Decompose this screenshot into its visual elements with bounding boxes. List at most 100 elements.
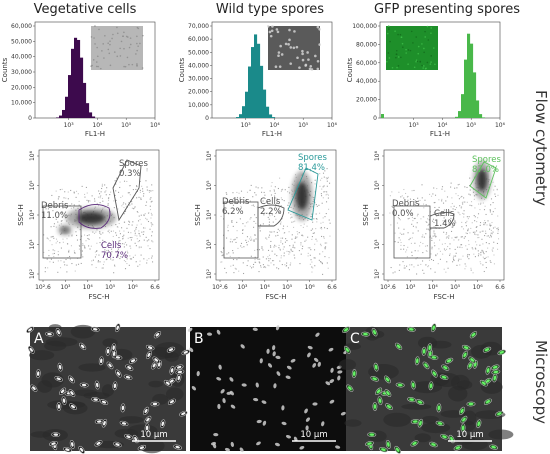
- scatter-point: [47, 208, 49, 210]
- scatter-point: [291, 234, 293, 236]
- scatter-point: [226, 237, 228, 239]
- microscopy-cell: [274, 442, 280, 447]
- gfp-glow: [395, 343, 402, 350]
- scatter-point: [485, 267, 487, 269]
- scatter-point: [95, 250, 98, 252]
- scatter-point: [230, 265, 232, 267]
- scatter-point: [480, 252, 482, 254]
- scatter-point: [433, 230, 435, 232]
- scatter-point: [417, 213, 419, 215]
- scatter-point: [279, 260, 281, 262]
- cell-spore: [29, 347, 33, 352]
- scatter-point: [496, 188, 498, 190]
- microscopy-cell: [461, 350, 468, 360]
- scatter-point: [307, 252, 309, 254]
- scatter-x-tick-label: 6.6: [150, 284, 160, 291]
- scatter-point: [457, 184, 459, 186]
- histogram-y-tick-label: 40,000: [356, 78, 377, 85]
- scatter-point: [467, 230, 469, 232]
- scatter-point: [294, 241, 296, 244]
- scatter-point: [287, 204, 289, 206]
- scatter-point: [484, 230, 487, 232]
- microscopy-cell: [384, 375, 391, 384]
- scatter-point: [289, 191, 291, 194]
- scatter-point: [123, 259, 125, 262]
- inset-particle: [427, 39, 430, 41]
- scatter-point: [143, 239, 145, 241]
- microscopy-cell: [217, 403, 221, 410]
- cell-spore: [491, 445, 496, 449]
- scatter-point: [75, 190, 78, 192]
- inset-particle: [409, 49, 412, 52]
- scatter-point: [464, 236, 466, 238]
- scatter-point: [306, 225, 308, 227]
- scatter-point: [403, 244, 405, 247]
- scatter-point: [146, 219, 148, 221]
- scatter-point: [311, 271, 313, 273]
- inset-particle: [314, 54, 317, 58]
- inset-particle: [268, 30, 272, 34]
- spore-dot: [274, 442, 280, 447]
- cell-spore: [463, 352, 467, 358]
- gfp-glow: [436, 404, 441, 412]
- cell-spore: [387, 404, 391, 409]
- histogram-bar: [62, 109, 66, 118]
- scatter-point: [281, 263, 283, 266]
- scatter-point: [148, 212, 150, 214]
- scatter-point: [470, 267, 472, 269]
- scatter-point: [427, 228, 429, 230]
- scatter-point: [109, 255, 111, 257]
- scatter-point: [488, 236, 491, 238]
- scatter-point: [472, 248, 474, 250]
- cell-spore: [161, 421, 165, 426]
- microscopy-cell: [275, 325, 280, 331]
- microscopy-cell: [196, 371, 200, 377]
- cell-spore: [477, 421, 481, 426]
- scatter-y-tick-label: 10²: [29, 268, 36, 279]
- scatter-point: [250, 255, 252, 257]
- scatter-point: [464, 268, 466, 270]
- gfp-glow: [372, 403, 377, 410]
- scatter-point: [124, 241, 127, 244]
- cell-spore: [441, 375, 447, 379]
- scatter-point: [71, 234, 73, 236]
- microscopy-texture: [429, 340, 452, 349]
- scatter-point: [486, 235, 488, 237]
- scale-bar-label: 10 μm: [456, 430, 483, 440]
- gfp-glow: [430, 355, 438, 360]
- scatter-point: [422, 260, 424, 262]
- scatter-point: [234, 238, 236, 240]
- scatter-point: [131, 203, 133, 205]
- microscopy-texture: [448, 385, 468, 402]
- scatter-point: [282, 248, 284, 250]
- microscopy-cell: [312, 362, 317, 368]
- cell-spore: [115, 443, 120, 446]
- scatter-point: [461, 226, 463, 228]
- gate-value-cells: 1.4%: [434, 219, 456, 229]
- scatter-point: [104, 249, 106, 251]
- scatter-point: [92, 259, 94, 261]
- inset-particle: [91, 64, 93, 67]
- scatter-point: [114, 265, 116, 267]
- scatter-point: [81, 250, 83, 252]
- scatter-point: [463, 197, 465, 199]
- microscopy-cell: [69, 403, 77, 410]
- inset-particle: [123, 47, 125, 50]
- scatter-point: [290, 248, 292, 250]
- scatter-point: [107, 199, 110, 201]
- microscopy-texture: [165, 387, 184, 401]
- cell-spore: [369, 433, 375, 436]
- scatter-point: [108, 232, 110, 234]
- inset-particle: [301, 58, 305, 62]
- scatter-point: [151, 255, 153, 257]
- spore-dot: [187, 327, 193, 332]
- scatter-point: [268, 234, 271, 236]
- scatter-point: [311, 236, 313, 238]
- scatter-point: [472, 191, 475, 193]
- spore-dot: [196, 371, 200, 377]
- inset-particle: [401, 42, 404, 45]
- scatter-point: [444, 243, 446, 245]
- scatter-point: [300, 244, 302, 246]
- inset-particle: [410, 30, 413, 33]
